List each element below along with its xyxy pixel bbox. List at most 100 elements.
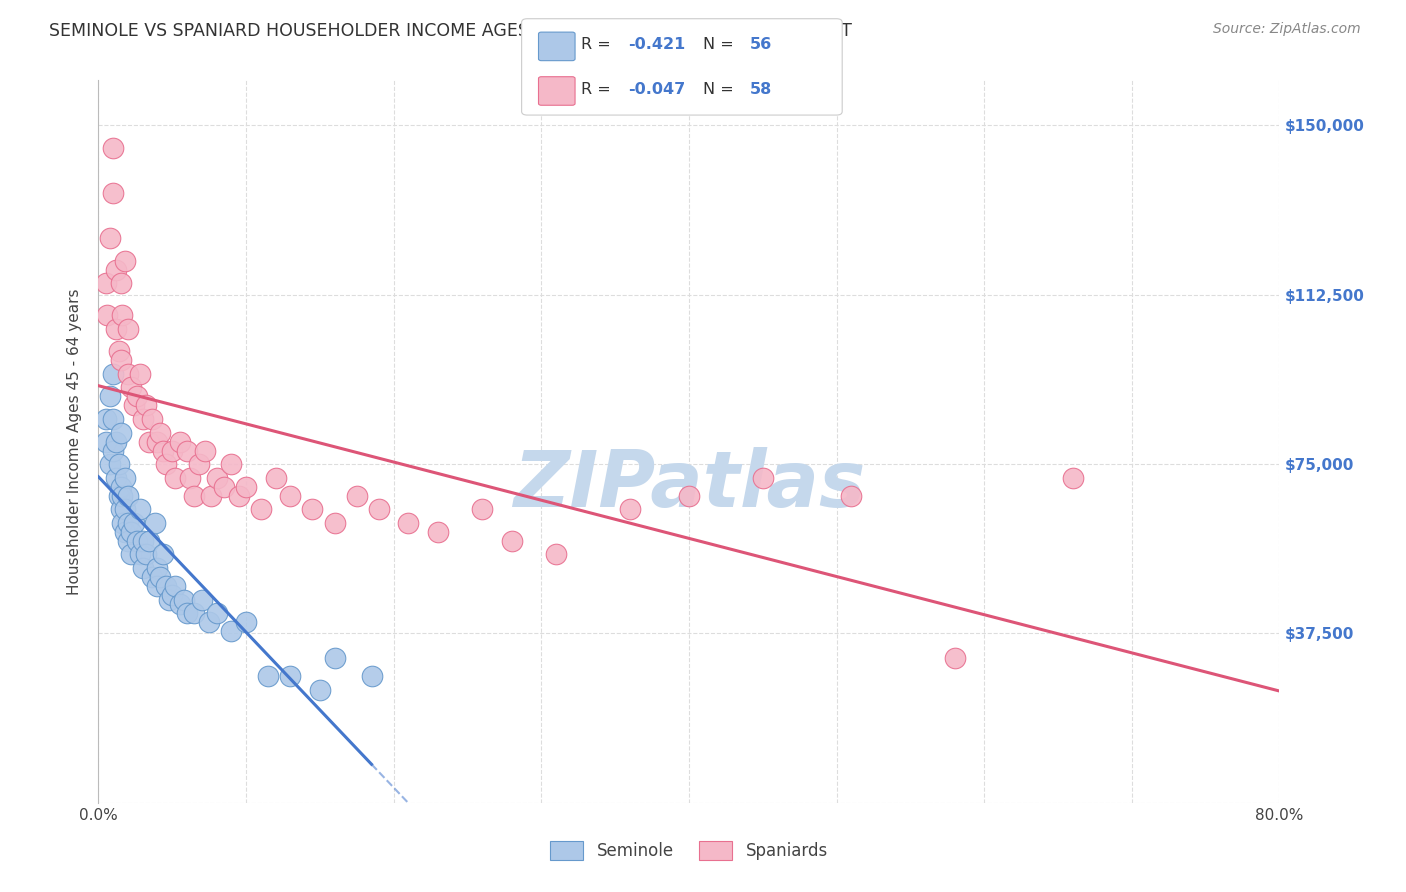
Point — [187, 457, 209, 471]
Point — [114, 502, 136, 516]
Point — [323, 516, 346, 530]
Point — [155, 579, 177, 593]
Point — [105, 434, 128, 449]
Point — [165, 470, 187, 484]
Text: R =: R = — [581, 37, 616, 52]
Text: N =: N = — [703, 37, 740, 52]
Point — [128, 367, 150, 381]
Point — [132, 561, 155, 575]
Point — [141, 412, 163, 426]
Point — [212, 480, 235, 494]
Point — [135, 548, 157, 562]
Point — [309, 682, 332, 697]
Point — [280, 489, 302, 503]
Point — [135, 398, 157, 412]
Point — [111, 308, 134, 322]
Point — [398, 516, 420, 530]
Point — [120, 380, 142, 394]
Text: 56: 56 — [749, 37, 772, 52]
Point — [149, 425, 172, 440]
Point — [132, 533, 155, 548]
Point — [103, 443, 125, 458]
Point — [841, 489, 863, 503]
Point — [165, 579, 187, 593]
Point — [152, 443, 174, 458]
Text: -0.047: -0.047 — [628, 82, 686, 96]
Point — [169, 434, 191, 449]
Point — [125, 533, 148, 548]
Point — [146, 561, 169, 575]
Point — [943, 651, 966, 665]
Point — [117, 516, 139, 530]
Point — [149, 570, 172, 584]
Point — [501, 533, 523, 548]
Point — [110, 277, 132, 291]
Point — [235, 480, 257, 494]
Point — [128, 548, 150, 562]
Point — [221, 624, 243, 639]
Point — [105, 263, 128, 277]
Point — [752, 470, 775, 484]
Point — [346, 489, 368, 503]
Point — [198, 615, 221, 630]
Text: N =: N = — [703, 82, 740, 96]
Point — [117, 367, 139, 381]
Point — [1062, 470, 1084, 484]
Point — [146, 579, 169, 593]
Text: ZIPatlas: ZIPatlas — [513, 447, 865, 523]
Point — [120, 548, 142, 562]
Point — [132, 412, 155, 426]
Point — [176, 606, 198, 620]
Point — [117, 533, 139, 548]
Text: 58: 58 — [749, 82, 772, 96]
Point — [114, 253, 136, 268]
Point — [128, 502, 150, 516]
Point — [157, 592, 180, 607]
Point — [471, 502, 494, 516]
Point — [162, 443, 183, 458]
Point — [169, 597, 191, 611]
Point — [96, 308, 118, 322]
Point — [94, 434, 117, 449]
Point — [125, 389, 148, 403]
Point — [301, 502, 323, 516]
Point — [108, 457, 131, 471]
Point — [110, 480, 132, 494]
Point — [368, 502, 391, 516]
Point — [120, 524, 142, 539]
Point — [546, 548, 568, 562]
Point — [108, 344, 131, 359]
Point — [98, 231, 121, 245]
Point — [103, 186, 125, 201]
Point — [111, 489, 134, 503]
Legend: Seminole, Spaniards: Seminole, Spaniards — [544, 834, 834, 867]
Point — [103, 412, 125, 426]
Point — [117, 321, 139, 335]
Point — [105, 470, 128, 484]
Point — [108, 489, 131, 503]
Text: -0.421: -0.421 — [628, 37, 686, 52]
Point — [98, 389, 121, 403]
Point — [619, 502, 641, 516]
Text: SEMINOLE VS SPANIARD HOUSEHOLDER INCOME AGES 45 - 64 YEARS CORRELATION CHART: SEMINOLE VS SPANIARD HOUSEHOLDER INCOME … — [49, 22, 852, 40]
Point — [427, 524, 450, 539]
Point — [179, 470, 201, 484]
Point — [173, 592, 195, 607]
Point — [323, 651, 346, 665]
Point — [138, 434, 160, 449]
Point — [228, 489, 250, 503]
Point — [176, 443, 198, 458]
Point — [110, 502, 132, 516]
Point — [235, 615, 257, 630]
Point — [205, 606, 228, 620]
Point — [257, 669, 280, 683]
Point — [122, 398, 145, 412]
Point — [103, 141, 125, 155]
Point — [152, 548, 174, 562]
Point — [110, 353, 132, 368]
Point — [183, 489, 205, 503]
Point — [111, 516, 134, 530]
Point — [94, 277, 117, 291]
Point — [122, 516, 145, 530]
Point — [678, 489, 700, 503]
